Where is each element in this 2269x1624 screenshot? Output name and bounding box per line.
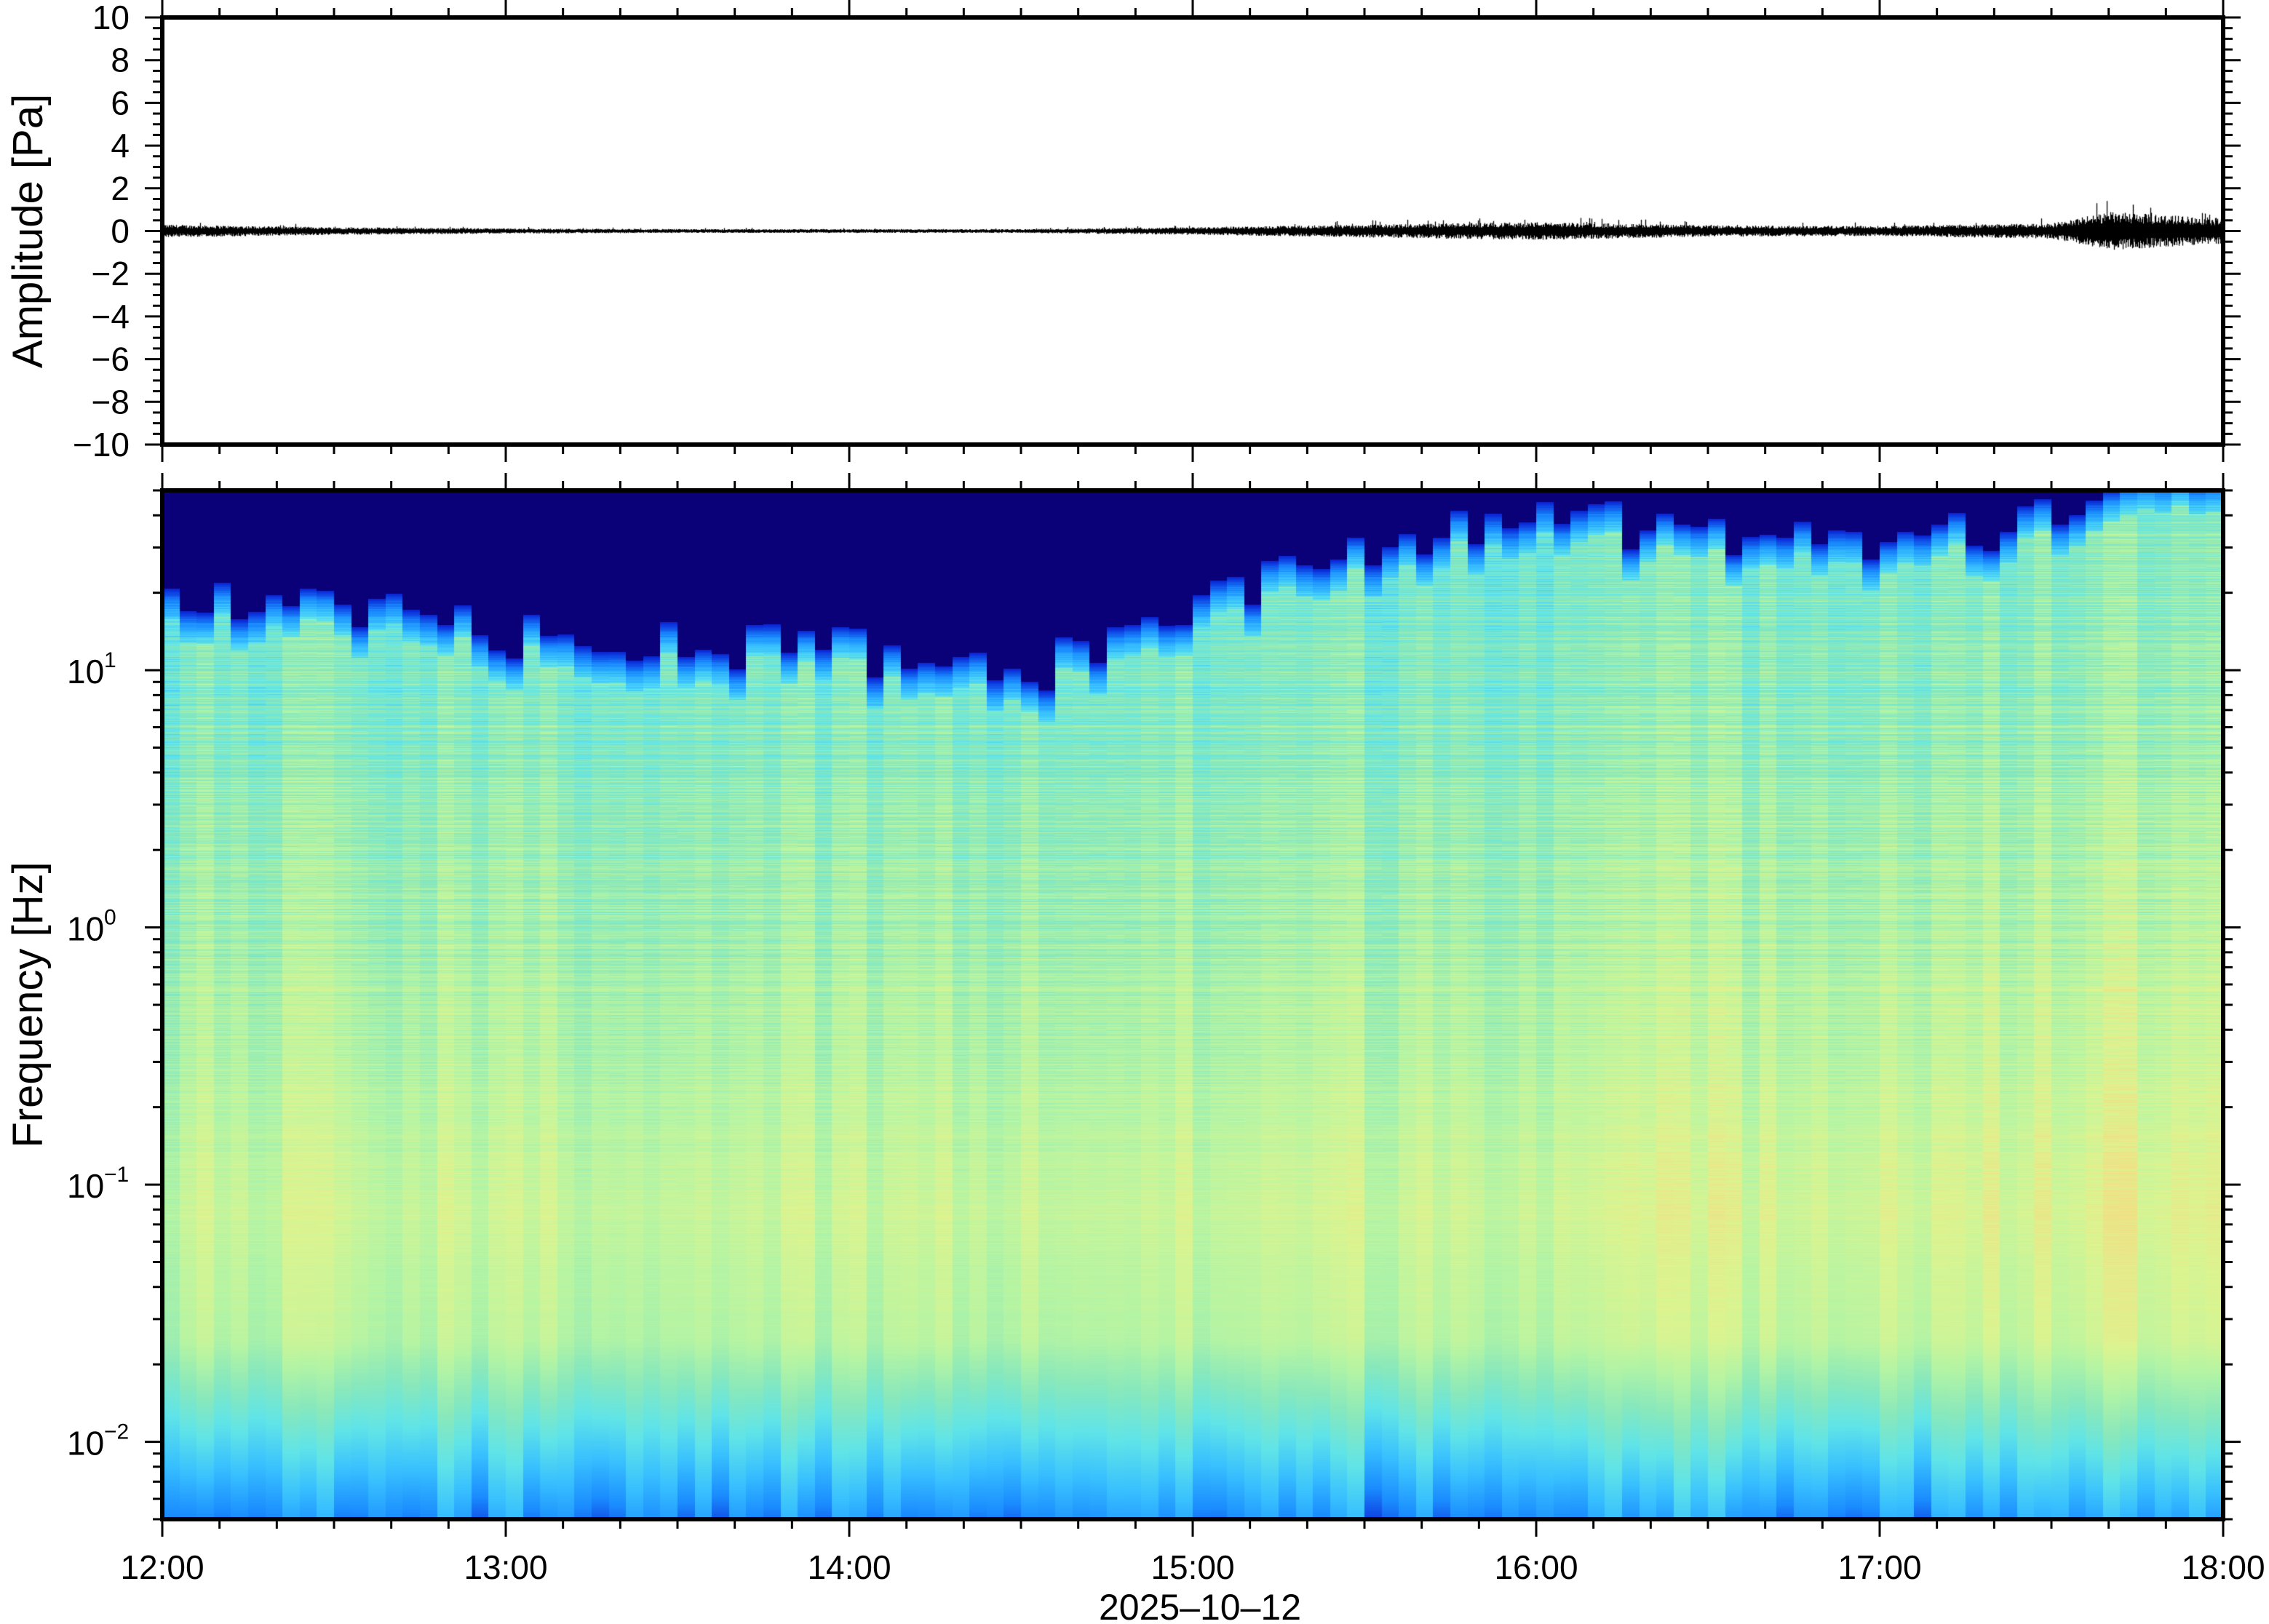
amplitude-tick-label: −4 bbox=[92, 298, 130, 335]
amplitude-tick-label: 2 bbox=[111, 170, 130, 207]
time-tick-label: 17:00 bbox=[1837, 1548, 1921, 1586]
date-axis-label: 2025–10–12 bbox=[1099, 1587, 1301, 1624]
amplitude-tick-label: 0 bbox=[111, 212, 130, 250]
amplitude-tick-label: 10 bbox=[92, 0, 130, 36]
amplitude-axis-label: Amplitude [Pa] bbox=[4, 94, 52, 368]
amplitude-panel-frame bbox=[160, 15, 2225, 447]
time-tick-label: 18:00 bbox=[2181, 1548, 2265, 1586]
frequency-tick-exponent: −1 bbox=[104, 1163, 129, 1187]
amplitude-tick-label: 8 bbox=[111, 41, 130, 79]
time-tick-label: 14:00 bbox=[807, 1548, 891, 1586]
time-tick-label: 16:00 bbox=[1494, 1548, 1578, 1586]
frequency-axis-label: Frequency [Hz] bbox=[4, 861, 52, 1147]
spectrogram-heatmap bbox=[162, 490, 2223, 1519]
amplitude-tick-label: 6 bbox=[111, 84, 130, 122]
frequency-tick-exponent: −2 bbox=[104, 1420, 129, 1444]
frequency-tick-base: 10 bbox=[67, 1167, 104, 1205]
spectrogram-panel-frame bbox=[160, 488, 2225, 1521]
amplitude-tick-label: 4 bbox=[111, 127, 130, 164]
amplitude-tick-label: −6 bbox=[92, 341, 130, 378]
frequency-tick-base: 10 bbox=[67, 1425, 104, 1462]
frequency-tick-exponent: 0 bbox=[104, 906, 116, 930]
amplitude-tick-label: −10 bbox=[73, 426, 130, 463]
frequency-tick-base: 10 bbox=[67, 653, 104, 690]
amplitude-tick-label: −8 bbox=[92, 383, 130, 421]
frequency-tick-base: 10 bbox=[67, 910, 104, 948]
amplitude-waveform bbox=[162, 17, 2223, 445]
amplitude-tick-label: −2 bbox=[92, 255, 130, 292]
time-tick-label: 15:00 bbox=[1151, 1548, 1234, 1586]
frequency-tick-exponent: 1 bbox=[104, 648, 116, 672]
time-tick-label: 13:00 bbox=[464, 1548, 547, 1586]
time-tick-label: 12:00 bbox=[120, 1548, 204, 1586]
